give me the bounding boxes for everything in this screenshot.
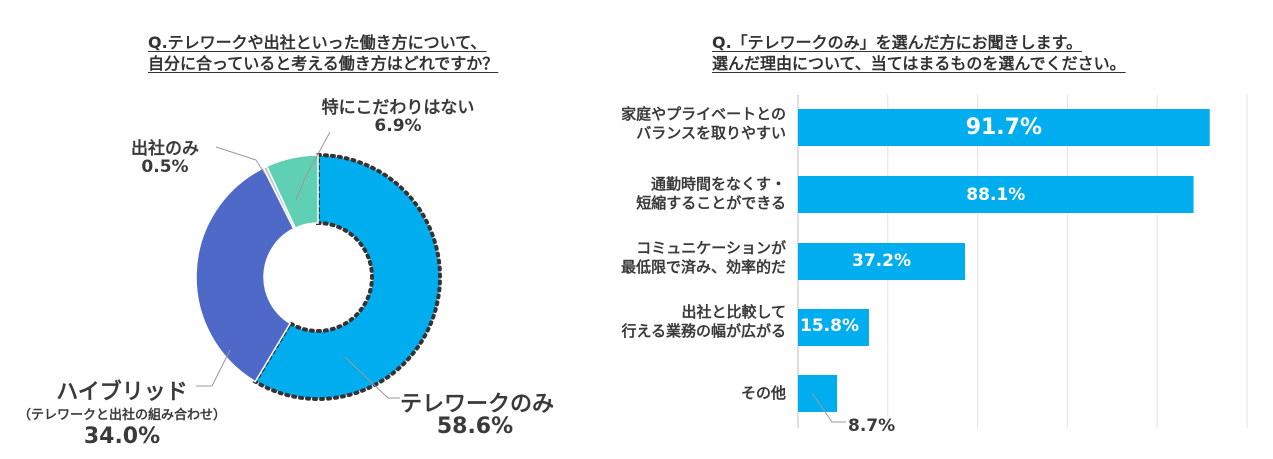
label-no-preference: 特にこだわりはない — [321, 98, 475, 118]
value-telework-only: 58.6% — [436, 414, 514, 439]
bar-value-label-3: 15.8% — [800, 316, 859, 336]
sublabel-hybrid: （テレワークと出社の組み合わせ） — [17, 408, 226, 423]
category-label-2-line2: 最低限で済み、効率的だ — [620, 258, 786, 276]
leader-line-hybrid — [196, 349, 231, 387]
bar-1 — [798, 176, 1194, 213]
category-label-4-line1: その他 — [740, 384, 786, 402]
bar-value-label-1: 88.1% — [966, 185, 1026, 205]
leader-line-other — [811, 392, 846, 423]
right-question-line1: Q.「テレワークのみ」を選んだ方にお聞きします。 — [712, 33, 1083, 52]
leader-line-telework-only — [344, 356, 400, 399]
label-office-only: 出社のみ — [131, 139, 199, 159]
bar-2 — [798, 243, 966, 280]
value-no-preference: 6.9% — [374, 116, 422, 136]
category-label-0-line1: 家庭やプライベートとの — [621, 105, 786, 123]
bar-value-label-2: 37.2% — [852, 251, 911, 271]
left-question-line1: Q.テレワークや出社といった働き方について、 — [148, 33, 487, 52]
category-label-0-line2: バランスを取りやすい — [636, 124, 786, 142]
label-hybrid: ハイブリッド — [56, 380, 188, 405]
category-label-3-line1: 出社と比較して — [681, 303, 786, 321]
bar-3 — [798, 309, 869, 346]
category-label-2-line1: コミュニケーションが — [636, 239, 786, 257]
category-label-1-line2: 短縮することができる — [636, 194, 786, 212]
category-label-3-line2: 行える業務の幅が広がる — [621, 322, 786, 340]
label-telework-only: テレワークのみ — [400, 392, 555, 417]
value-hybrid: 34.0% — [83, 424, 161, 449]
category-label-1-line1: 通勤時間をなくす・ — [650, 175, 786, 193]
leader-line-no-preference — [295, 131, 331, 201]
left-question-line2: 自分に合っていると考える働き方はどれですか？ — [148, 54, 499, 73]
right-question-line2: 選んだ理由について、当てはまるものを選んでください。 — [712, 54, 1126, 73]
leader-line-office-only — [215, 146, 266, 175]
bar-value-label-4: 8.7% — [848, 416, 896, 436]
bar-value-label-0: 91.7% — [965, 115, 1043, 140]
slice-hybrid — [195, 166, 295, 383]
slice-telework-only-highlight-outline — [252, 152, 442, 401]
value-office-only: 0.5% — [141, 157, 189, 177]
bar-4 — [798, 375, 838, 412]
bar-0 — [798, 109, 1210, 146]
